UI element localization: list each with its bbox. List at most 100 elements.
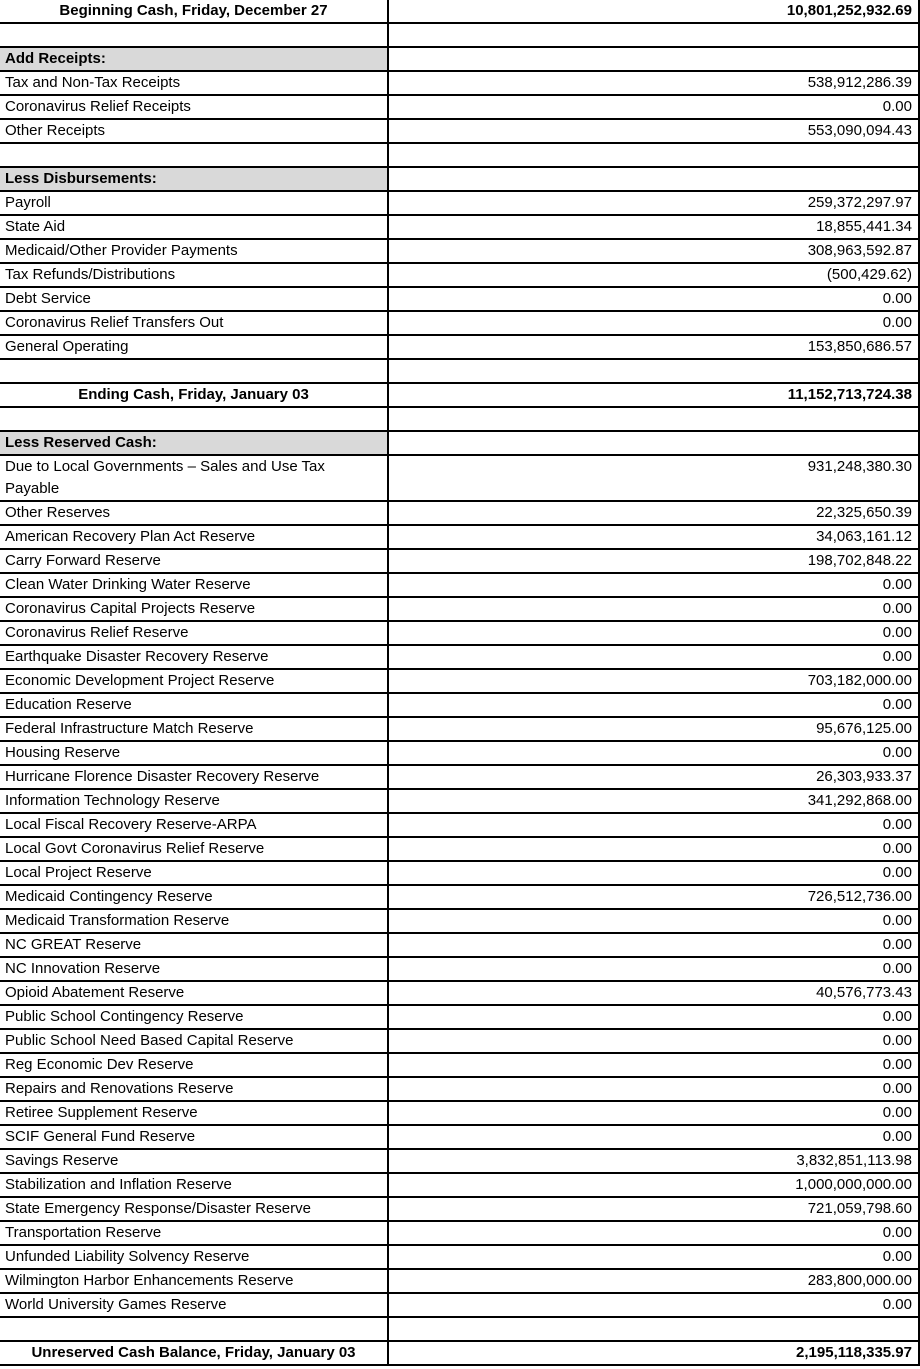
row-value: 26,303,933.37 — [387, 766, 918, 788]
row-label: State Emergency Response/Disaster Reserv… — [5, 1200, 311, 1217]
row-label: Information Technology Reserve — [5, 792, 220, 809]
table-row: Medicaid/Other Provider Payments 308,963… — [0, 240, 918, 264]
row-label: Coronavirus Relief Reserve — [5, 624, 189, 641]
table-row: Public School Need Based Capital Reserve… — [0, 1030, 918, 1054]
table-row: World University Games Reserve 0.00 — [0, 1294, 918, 1318]
row-value: 283,800,000.00 — [387, 1270, 918, 1292]
table-row: Savings Reserve 3,832,851,113.98 — [0, 1150, 918, 1174]
row-value: 40,576,773.43 — [387, 982, 918, 1004]
row-label: Add Receipts: — [0, 48, 387, 70]
row-label: Carry Forward Reserve — [5, 552, 161, 569]
row-label: Payroll — [5, 194, 51, 211]
row-value: 308,963,592.87 — [387, 240, 918, 262]
row-label: Repairs and Renovations Reserve — [5, 1080, 234, 1097]
spacer-row — [0, 1318, 918, 1342]
table-row: Education Reserve 0.00 — [0, 694, 918, 718]
row-label — [0, 144, 387, 166]
table-row: Stabilization and Inflation Reserve 1,00… — [0, 1174, 918, 1198]
row-value: 0.00 — [387, 622, 918, 644]
row-value — [387, 48, 918, 70]
table-row: Repairs and Renovations Reserve 0.00 — [0, 1078, 918, 1102]
row-label: Wilmington Harbor Enhancements Reserve — [5, 1272, 294, 1289]
table-row: Debt Service 0.00 — [0, 288, 918, 312]
row-label — [0, 408, 387, 430]
row-value: 0.00 — [387, 1054, 918, 1076]
row-label: Clean Water Drinking Water Reserve — [5, 576, 251, 593]
row-label: Reg Economic Dev Reserve — [5, 1056, 194, 1073]
row-label: Opioid Abatement Reserve — [5, 984, 185, 1001]
table-row: Local Project Reserve 0.00 — [0, 862, 918, 886]
table-row: Clean Water Drinking Water Reserve 0.00 — [0, 574, 918, 598]
row-value: 95,676,125.00 — [387, 718, 918, 740]
row-label: General Operating — [5, 338, 129, 355]
row-label: Hurricane Florence Disaster Recovery Res… — [5, 768, 320, 785]
table-row: Coronavirus Capital Projects Reserve 0.0… — [0, 598, 918, 622]
section-header-row: Add Receipts: — [0, 48, 918, 72]
table-row: Opioid Abatement Reserve 40,576,773.43 — [0, 982, 918, 1006]
row-value: 721,059,798.60 — [387, 1198, 918, 1220]
table-row: Coronavirus Relief Reserve 0.00 — [0, 622, 918, 646]
section-header-row: Less Disbursements: — [0, 168, 918, 192]
row-value: 0.00 — [387, 694, 918, 716]
row-label: Medicaid Contingency Reserve — [5, 888, 213, 905]
row-label: Other Receipts — [5, 122, 106, 139]
table-row: Information Technology Reserve 341,292,8… — [0, 790, 918, 814]
row-value: 1,000,000,000.00 — [387, 1174, 918, 1196]
row-value: 259,372,297.97 — [387, 192, 918, 214]
row-value: 0.00 — [387, 1006, 918, 1028]
table-row: Retiree Supplement Reserve 0.00 — [0, 1102, 918, 1126]
table-row: NC GREAT Reserve 0.00 — [0, 934, 918, 958]
row-value: 931,248,380.30 — [387, 456, 918, 500]
row-value: 0.00 — [387, 1222, 918, 1244]
row-label: Debt Service — [5, 290, 91, 307]
row-label — [0, 24, 387, 46]
row-value: 0.00 — [387, 1030, 918, 1052]
table-row: Other Reserves 22,325,650.39 — [0, 502, 918, 526]
row-label: Ending Cash, Friday, January 03 — [78, 386, 309, 403]
row-label: Medicaid Transformation Reserve — [5, 912, 230, 929]
row-value: 198,702,848.22 — [387, 550, 918, 572]
row-label: Unreserved Cash Balance, Friday, January… — [31, 1344, 356, 1361]
row-value — [387, 24, 918, 46]
row-label: Public School Contingency Reserve — [5, 1008, 244, 1025]
row-label: State Aid — [5, 218, 66, 235]
row-label: World University Games Reserve — [5, 1296, 227, 1313]
row-value — [387, 168, 918, 190]
row-label: Coronavirus Relief Transfers Out — [5, 314, 224, 331]
table-row: Other Receipts 553,090,094.43 — [0, 120, 918, 144]
row-value: 34,063,161.12 — [387, 526, 918, 548]
row-value — [387, 1318, 918, 1340]
table-row: Reg Economic Dev Reserve 0.00 — [0, 1054, 918, 1078]
table-row: Tax and Non-Tax Receipts 538,912,286.39 — [0, 72, 918, 96]
row-value: (500,429.62) — [387, 264, 918, 286]
row-label: SCIF General Fund Reserve — [5, 1128, 196, 1145]
row-label: American Recovery Plan Act Reserve — [5, 528, 256, 545]
table-row: State Aid 18,855,441.34 — [0, 216, 918, 240]
table-row: Medicaid Transformation Reserve 0.00 — [0, 910, 918, 934]
row-label: Housing Reserve — [5, 744, 121, 761]
row-value: 0.00 — [387, 958, 918, 980]
row-value: 0.00 — [387, 814, 918, 836]
row-label — [0, 1318, 387, 1340]
row-label: Earthquake Disaster Recovery Reserve — [5, 648, 269, 665]
row-value: 553,090,094.43 — [387, 120, 918, 142]
row-value: 0.00 — [387, 96, 918, 118]
row-value: 0.00 — [387, 312, 918, 334]
row-label: Economic Development Project Reserve — [5, 672, 275, 689]
table-row: Local Fiscal Recovery Reserve-ARPA 0.00 — [0, 814, 918, 838]
total-row: Ending Cash, Friday, January 03 11,152,7… — [0, 384, 918, 408]
row-value: 0.00 — [387, 646, 918, 668]
table-row: Earthquake Disaster Recovery Reserve 0.0… — [0, 646, 918, 670]
row-label: Unfunded Liability Solvency Reserve — [5, 1248, 250, 1265]
row-label: Due to Local Governments – Sales and Use… — [5, 458, 325, 497]
row-label: Retiree Supplement Reserve — [5, 1104, 198, 1121]
table-row: Economic Development Project Reserve 703… — [0, 670, 918, 694]
row-value: 0.00 — [387, 1126, 918, 1148]
row-value: 0.00 — [387, 910, 918, 932]
row-value: 0.00 — [387, 574, 918, 596]
row-label: NC GREAT Reserve — [5, 936, 142, 953]
row-label: Tax Refunds/Distributions — [5, 266, 176, 283]
table-row: Local Govt Coronavirus Relief Reserve 0.… — [0, 838, 918, 862]
